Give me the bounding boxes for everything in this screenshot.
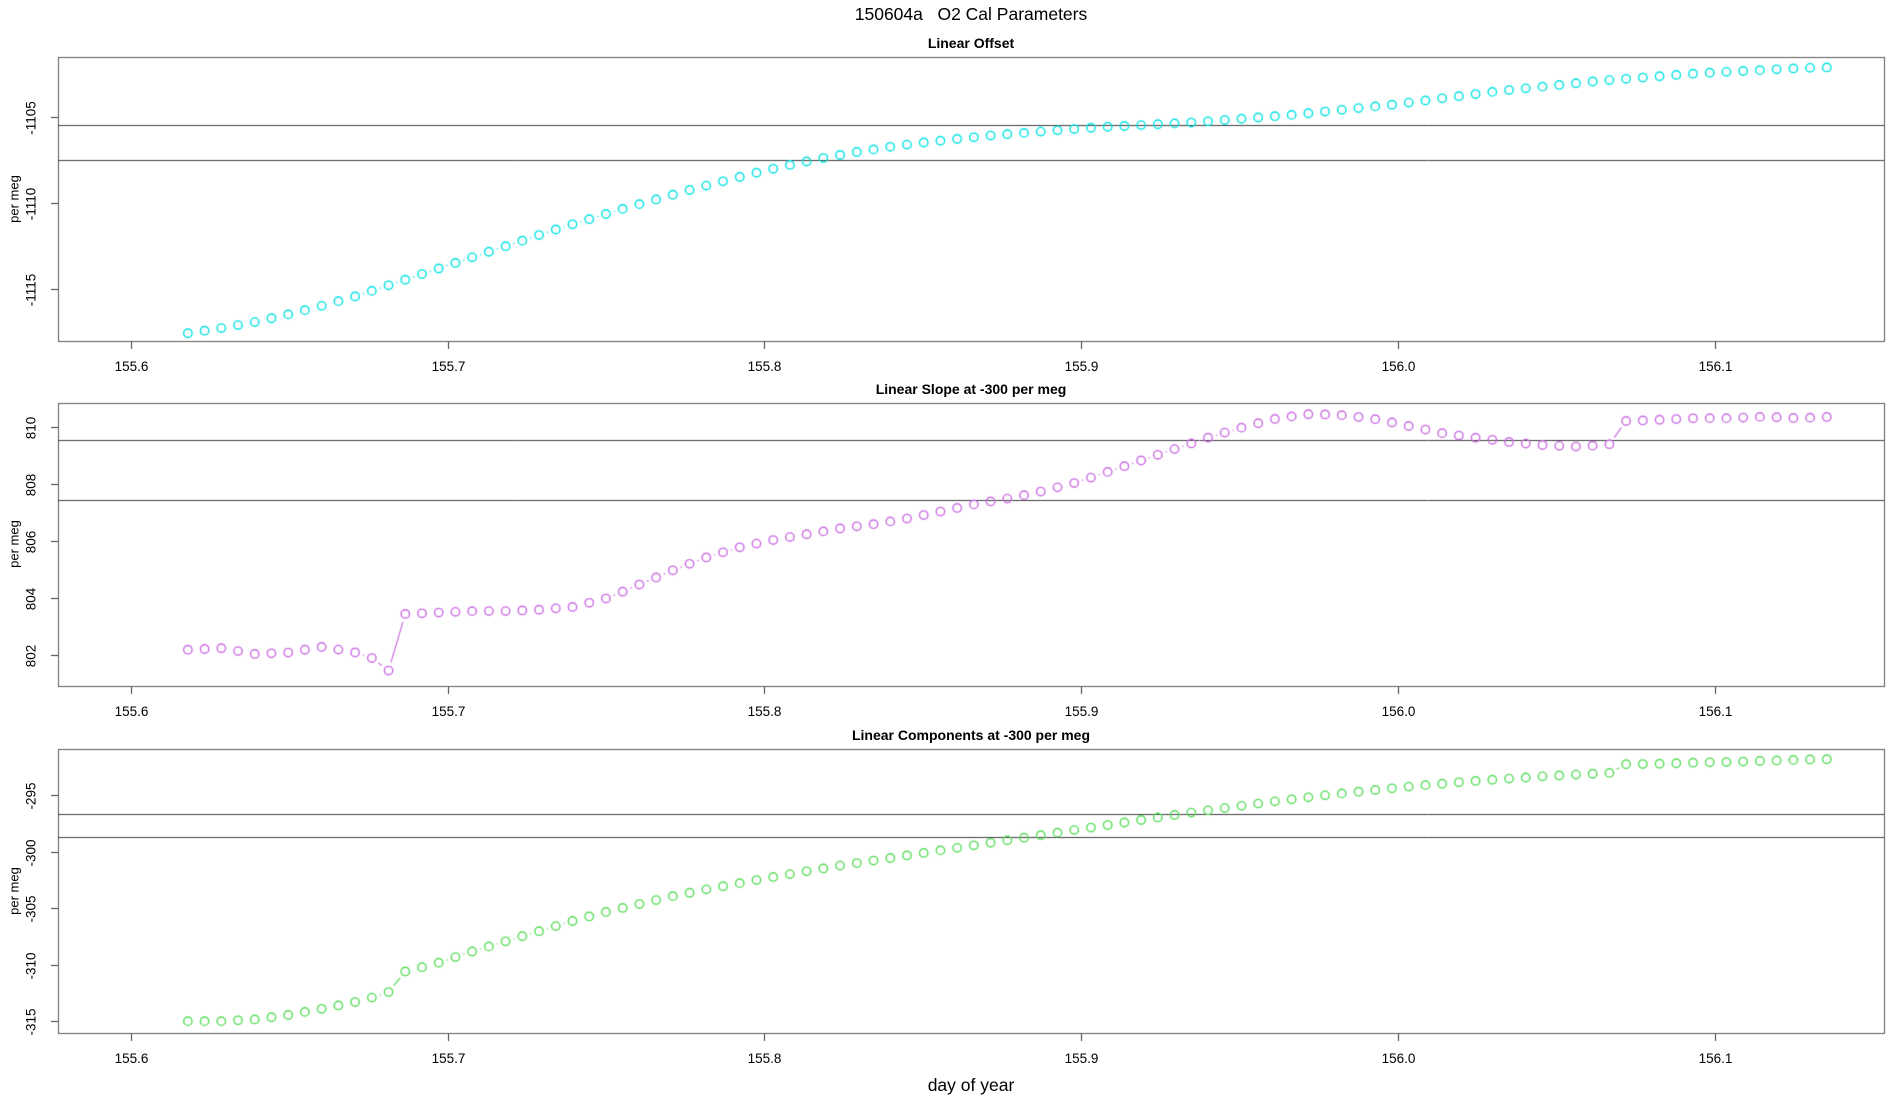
y-tick-label: 802	[23, 644, 39, 667]
panel-title-linear-slope: Linear Slope at -300 per meg	[875, 381, 1067, 397]
y-tick-label: -1105	[23, 100, 39, 135]
y-tick-label: 804	[23, 587, 39, 610]
y-axis-label-slope: per meg	[6, 520, 22, 568]
y-axis-label-components: per meg	[6, 867, 22, 915]
y-tick-label: -295	[23, 781, 39, 810]
x-tick-label: 155.8	[747, 1051, 782, 1066]
y-tick-label: -1115	[23, 273, 39, 306]
x-tick-label: 155.8	[747, 359, 782, 374]
x-tick-label: 155.7	[431, 359, 466, 374]
x-tick-label: 155.7	[431, 1051, 466, 1066]
y-tick-label: -310	[23, 951, 39, 980]
x-tick-label: 156.0	[1381, 359, 1416, 374]
x-tick-label: 155.9	[1064, 359, 1099, 374]
x-tick-label: 155.9	[1064, 1051, 1099, 1066]
y-tick-label: 806	[23, 530, 39, 553]
x-tick-label: 155.6	[114, 704, 149, 719]
x-tick-label: 156.1	[1698, 1051, 1733, 1066]
x-tick-label: 156.1	[1698, 359, 1733, 374]
y-tick-label: -300	[23, 838, 39, 867]
panel-title-linear-offset: Linear Offset	[927, 35, 1015, 51]
y-tick-label: -1110	[23, 187, 39, 220]
main-title: 150604a O2 Cal Parameters	[854, 4, 1088, 24]
x-tick-label: 155.7	[431, 704, 466, 719]
panel-title-linear-components: Linear Components at -300 per meg	[851, 727, 1091, 743]
y-tick-label: -305	[23, 894, 39, 923]
x-tick-label: 155.8	[747, 704, 782, 719]
y-axis-label-offset: per meg	[6, 175, 22, 223]
y-tick-label: -315	[23, 1007, 39, 1036]
y-tick-label: 808	[23, 473, 39, 496]
x-tick-label: 155.9	[1064, 704, 1099, 719]
x-tick-label: 156.1	[1698, 704, 1733, 719]
x-tick-label: 156.0	[1381, 704, 1416, 719]
y-tick-label: 810	[23, 416, 39, 439]
x-tick-label: 155.6	[114, 359, 149, 374]
x-tick-label: 155.6	[114, 1051, 149, 1066]
x-tick-label: 156.0	[1381, 1051, 1416, 1066]
x-axis-label: day of year	[927, 1075, 1015, 1095]
